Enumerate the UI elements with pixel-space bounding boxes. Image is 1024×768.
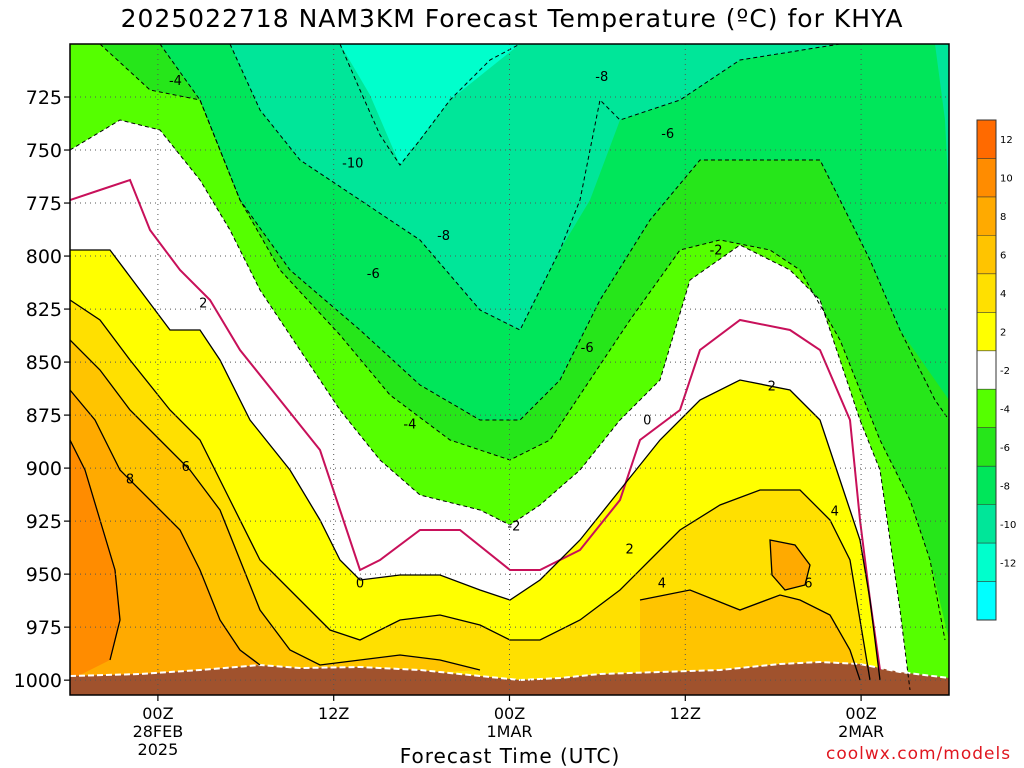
x-tick-sublabel: 1MAR (486, 722, 532, 741)
contour-minus10 (339, 44, 521, 166)
contour-label: 4 (658, 577, 666, 592)
y-tick-label: 875 (26, 405, 62, 427)
y-tick-label: 1000 (14, 670, 62, 692)
contour-minus6 (159, 44, 949, 421)
contour-minus2 (70, 119, 911, 691)
colorbar-label: 2 (1000, 328, 1006, 339)
contour-label: -2 (710, 244, 723, 259)
colorbar-swatch (977, 389, 996, 429)
contour-8 (70, 389, 261, 666)
colorbar-label: -8 (1000, 481, 1010, 492)
colorbar-label: -6 (1000, 443, 1010, 454)
colorbar-swatch (977, 350, 996, 390)
colorbar-swatch (977, 543, 996, 583)
colorbar-swatch (977, 581, 996, 621)
contour-label: 4 (831, 505, 839, 520)
contour-6b (639, 589, 861, 681)
y-tick-label: 825 (26, 299, 62, 321)
band-orange3 (70, 440, 120, 680)
contour-zero (70, 178, 881, 671)
contour-label: -4 (403, 418, 416, 433)
chart-title: 2025022718 NAM3KM Forecast Temperature (… (120, 4, 904, 33)
y-tick-label: 925 (26, 511, 62, 533)
y-tick-label: 750 (26, 140, 62, 162)
contour-label: 8 (126, 473, 134, 488)
contour-label: -8 (595, 70, 608, 85)
contour-label: -8 (437, 229, 450, 244)
x-tick-sublabel: 2025 (138, 740, 179, 759)
colorbar-label: 10 (1000, 174, 1013, 185)
x-tick-label: 12Z (318, 704, 349, 723)
colorbar-label: 12 (1000, 135, 1013, 146)
colorbar-swatch (977, 273, 996, 313)
x-tick-sublabel: 28FEB (133, 722, 184, 741)
y-tick-label: 800 (26, 246, 62, 268)
colorbar-swatch (977, 235, 996, 275)
contour-label: -10 (342, 157, 363, 172)
colorbar: 12 10 8 6 4 2 -2 -4 -6 -8 -10 -12 (976, 119, 1016, 621)
y-tick-label: 950 (26, 564, 62, 586)
x-tick-label: 00Z (142, 704, 173, 723)
contour-label: 6 (182, 460, 190, 475)
y-tick-label: 975 (26, 617, 62, 639)
colorbar-frame (976, 119, 997, 621)
source-credit: coolwx.com/models (826, 744, 1012, 764)
colorbar-swatch (977, 504, 996, 544)
x-tick-label: 00Z (494, 704, 525, 723)
ground-edge (70, 660, 949, 682)
y-tick-label: 775 (26, 193, 62, 215)
colorbar-swatch (977, 120, 996, 159)
y-tick-label: 900 (26, 458, 62, 480)
contour-label: -6 (367, 267, 380, 282)
y-tick-label: 725 (26, 87, 62, 109)
colorbar-label: -4 (1000, 404, 1010, 415)
x-axis-title: Forecast Time (UTC) (399, 744, 621, 768)
contour-label: 6 (804, 577, 812, 592)
contour-label: -4 (169, 74, 182, 89)
contour-8b (769, 539, 811, 591)
colorbar-swatch (977, 196, 996, 236)
contour-labels: -4 -8 -6 -10 -8 -2 -6 2 -6 2 -4 0 8 6 4 -2 2 0 4 6 (126, 70, 839, 592)
x-tick-label: 00Z (845, 704, 876, 723)
x-tick-label: 12Z (670, 704, 701, 723)
contour-label: -6 (581, 341, 594, 356)
contour-label: 2 (625, 543, 633, 558)
y-axis: 725 750 775 800 825 850 875 900 925 950 975 1000 (14, 87, 70, 692)
contour-label: 2 (768, 379, 776, 394)
ground-surface (70, 662, 949, 695)
x-tick-sublabel: 2MAR (838, 722, 884, 741)
contour-minus4 (99, 44, 946, 641)
colorbar-swatch (977, 466, 996, 506)
colorbar-label: -10 (1000, 520, 1016, 531)
colorbar-label: 8 (1000, 212, 1006, 223)
contour-minus8 (229, 44, 841, 331)
contour-2 (70, 249, 881, 681)
contour-label: -2 (507, 519, 520, 534)
contour-label: -6 (661, 127, 674, 142)
colorbar-label: 6 (1000, 251, 1006, 262)
contour-4 (70, 299, 871, 681)
contour-10 (70, 439, 121, 661)
colorbar-swatch (977, 427, 996, 467)
y-tick-label: 850 (26, 352, 62, 374)
colorbar-swatch (977, 312, 996, 352)
contour-label: 2 (199, 297, 207, 312)
colorbar-label: -12 (1000, 558, 1016, 569)
contour-label: 0 (356, 577, 364, 592)
colorbar-label: -2 (1000, 366, 1010, 377)
grid-lines (70, 44, 949, 695)
colorbar-label: 4 (1000, 289, 1006, 300)
colorbar-swatch (977, 158, 996, 198)
contour-label: 0 (643, 413, 651, 428)
